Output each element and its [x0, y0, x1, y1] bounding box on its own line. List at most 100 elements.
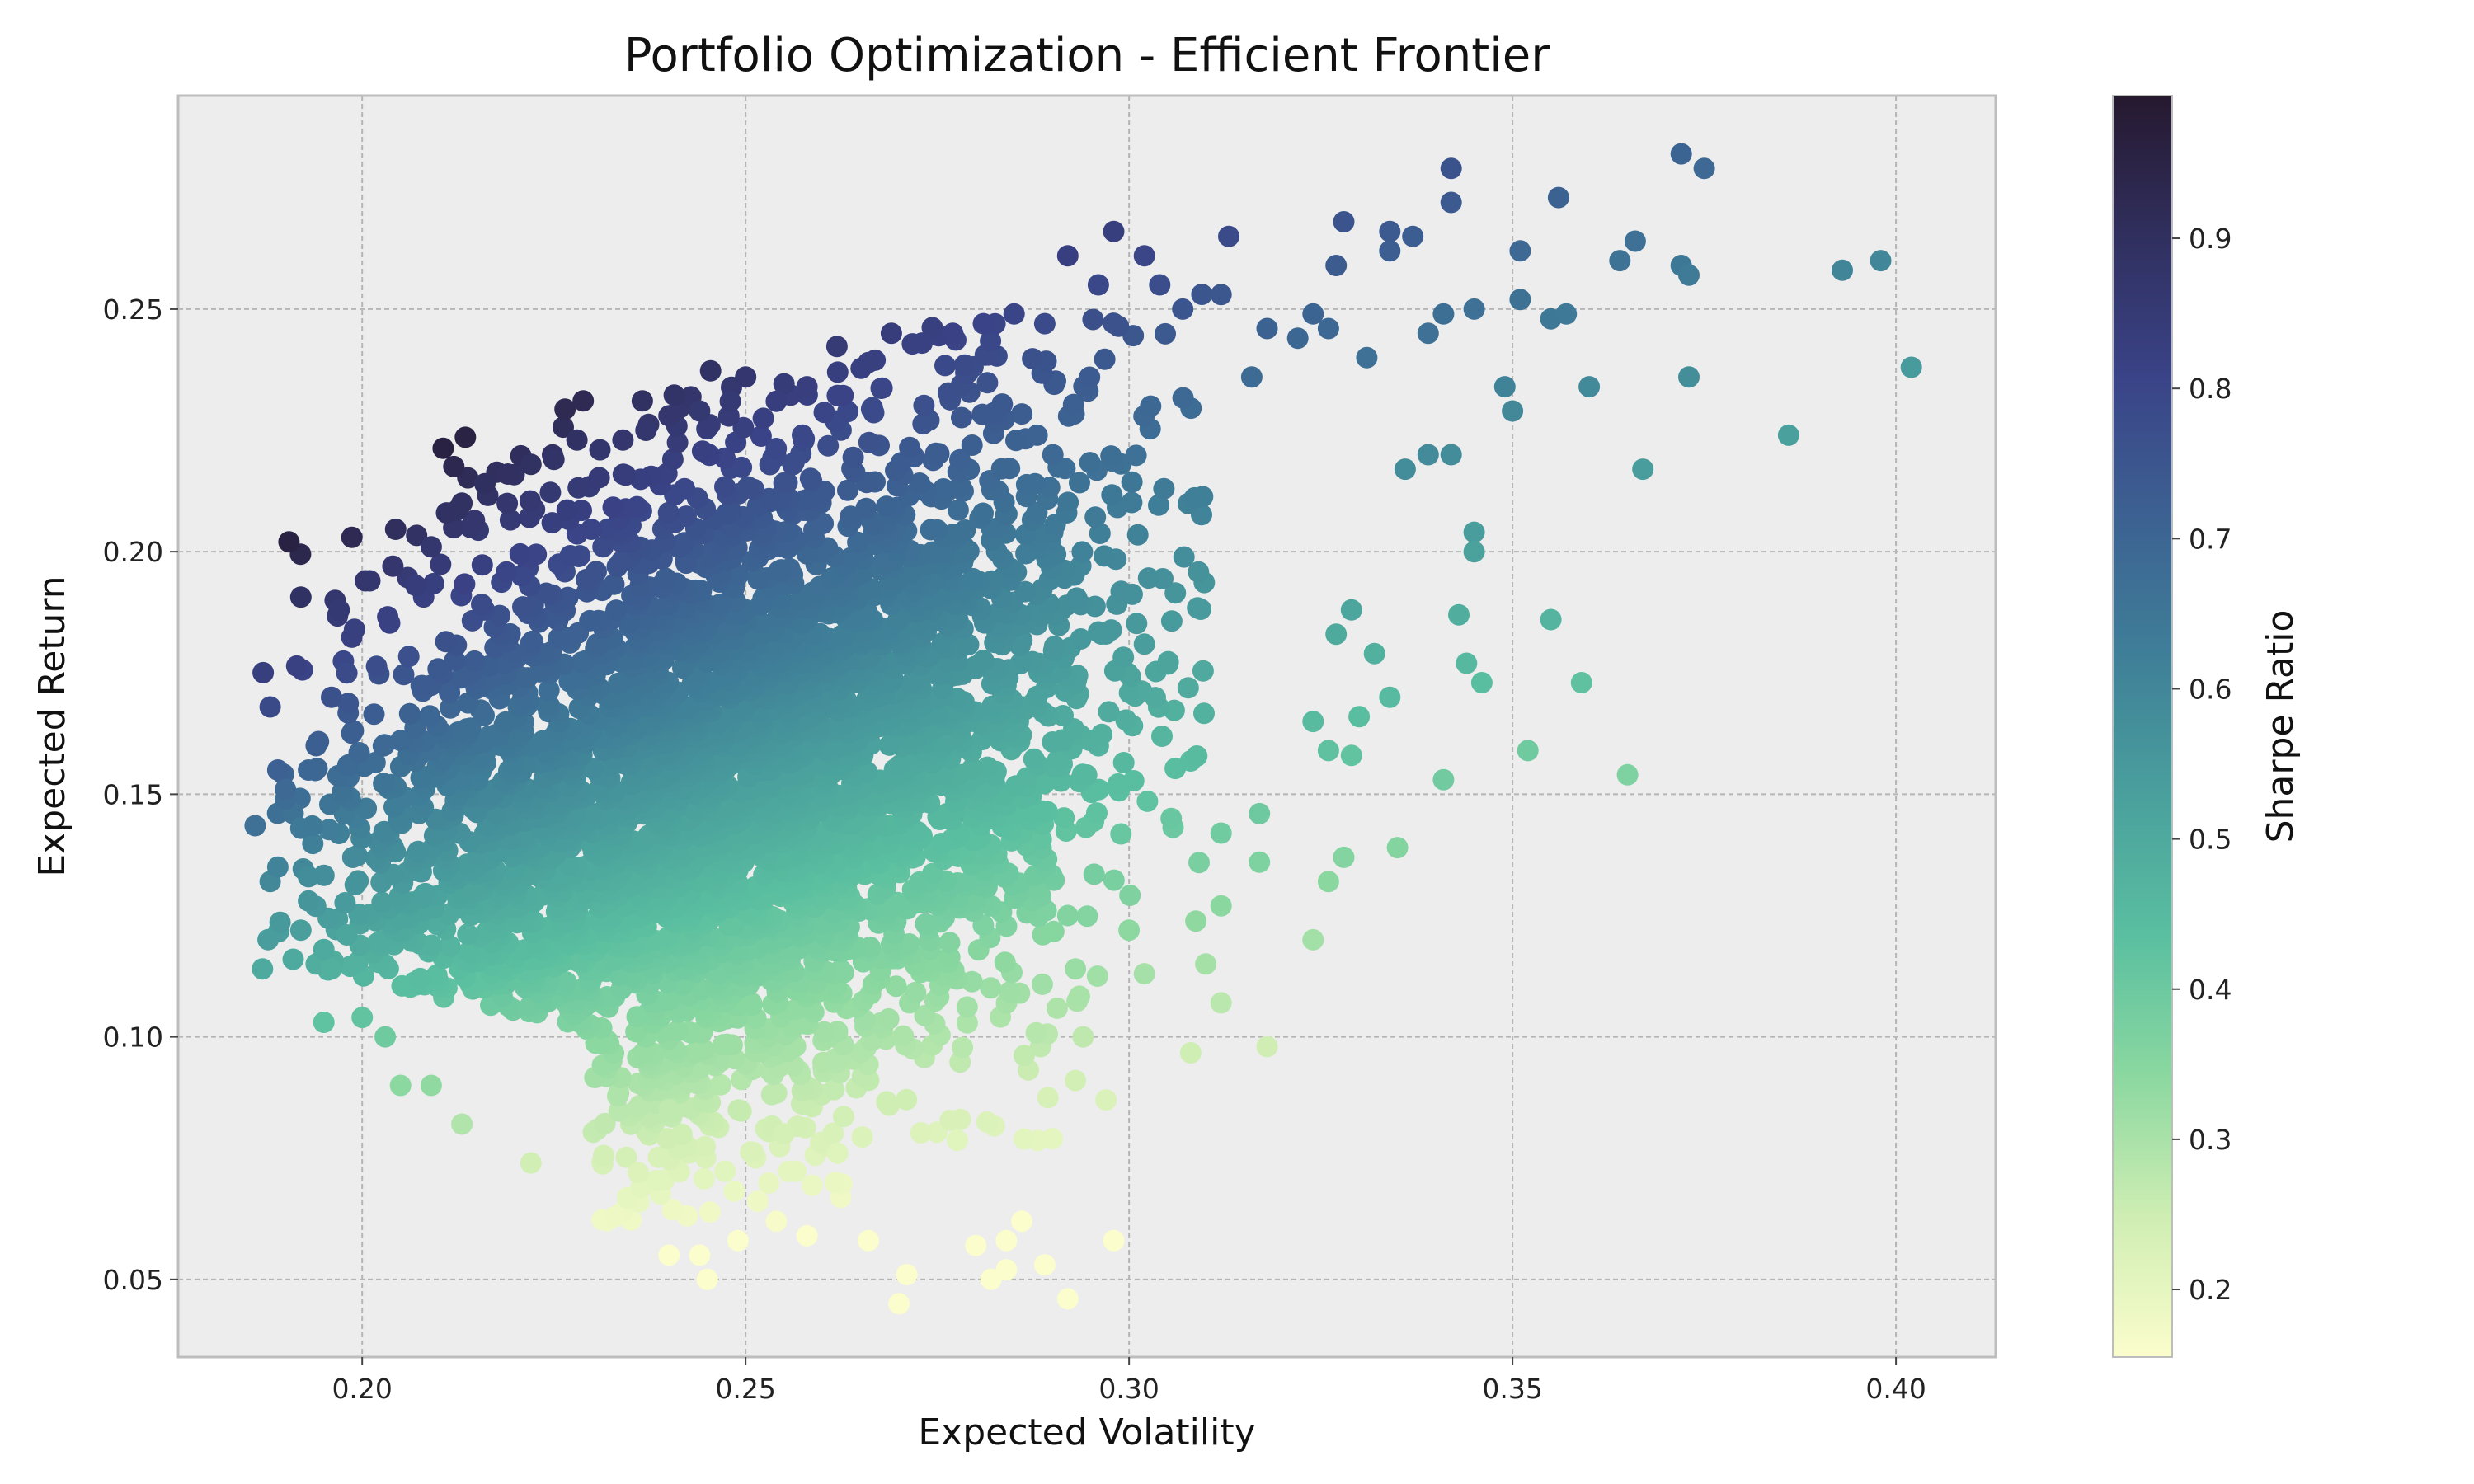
scatter-point — [365, 655, 388, 678]
scatter-point — [962, 567, 984, 589]
scatter-point — [443, 455, 465, 477]
scatter-point — [579, 609, 601, 632]
scatter-point — [1249, 851, 1271, 873]
scatter-point — [1440, 157, 1462, 180]
x-tick-label: 0.25 — [715, 1373, 775, 1405]
scatter-point — [348, 742, 370, 763]
scatter-point — [548, 627, 570, 650]
scatter-point — [758, 1172, 780, 1194]
scatter-point — [746, 1190, 769, 1213]
scatter-point — [1302, 303, 1324, 325]
scatter-point — [1103, 1229, 1125, 1252]
scatter-point — [661, 1199, 684, 1221]
scatter-point — [631, 390, 653, 412]
scatter-point — [1071, 541, 1094, 563]
scatter-point — [1463, 298, 1485, 320]
scatter-point — [1160, 610, 1183, 632]
scatter-point — [1003, 303, 1025, 325]
scatter-point — [813, 1021, 835, 1043]
scatter-point — [520, 1152, 542, 1174]
scatter-point — [740, 1141, 762, 1163]
colorbar-tick-label: 0.3 — [2189, 1124, 2232, 1156]
scatter-point — [1015, 473, 1037, 495]
scatter-point — [796, 376, 818, 398]
scatter-point — [1100, 445, 1122, 467]
scatter-point — [432, 437, 454, 459]
scatter-point — [1193, 702, 1215, 725]
scatter-point — [410, 674, 432, 697]
scatter-point — [1133, 963, 1155, 985]
colorbar-tick-label: 0.4 — [2189, 974, 2232, 1006]
scatter-point — [521, 630, 543, 652]
colorbar — [2112, 95, 2173, 1358]
scatter-point — [890, 754, 911, 776]
scatter-point — [842, 446, 864, 468]
scatter-point — [592, 536, 614, 558]
scatter-point — [313, 938, 335, 960]
scatter-point — [1110, 580, 1132, 603]
scatter-point — [1155, 322, 1176, 345]
scatter-point — [713, 1034, 734, 1056]
scatter-point — [1056, 904, 1079, 927]
scatter-point — [972, 502, 994, 524]
scatter-point — [389, 730, 412, 752]
scatter-point — [628, 1162, 649, 1184]
scatter-point — [374, 734, 396, 756]
scatter-point — [1379, 240, 1401, 262]
scatter-point — [1172, 387, 1194, 409]
scatter-point — [1153, 477, 1175, 500]
scatter-point — [519, 490, 541, 512]
scatter-point — [594, 1112, 616, 1134]
scatter-point — [972, 312, 995, 335]
scatter-point — [972, 650, 995, 671]
scatter-point — [343, 618, 365, 641]
scatter-point — [1325, 255, 1348, 276]
scatter-point — [1118, 682, 1141, 704]
scatter-point — [439, 935, 461, 957]
scatter-point — [313, 864, 335, 886]
scatter-point — [965, 1234, 987, 1256]
scatter-point — [732, 416, 755, 439]
scatter-point — [666, 1020, 689, 1042]
scatter-point — [1183, 486, 1206, 509]
scatter-point — [1440, 444, 1462, 466]
scatter-point — [899, 436, 921, 458]
scatter-point — [373, 773, 395, 795]
scatter-point — [826, 1142, 849, 1164]
scatter-point — [282, 948, 304, 970]
scatter-point — [995, 1259, 1018, 1281]
scatter-point — [994, 951, 1016, 974]
scatter-point — [321, 958, 342, 980]
scatter-point — [509, 542, 531, 565]
scatter-point — [826, 361, 849, 383]
scatter-point — [1356, 346, 1378, 369]
scatter-point — [938, 946, 961, 969]
scatter-point — [1033, 312, 1056, 335]
scatter-points — [244, 143, 1922, 1315]
scatter-point — [447, 721, 469, 743]
scatter-point — [1555, 303, 1578, 325]
scatter-point — [377, 606, 399, 628]
scatter-point — [657, 501, 680, 524]
scatter-point — [709, 1073, 731, 1096]
scatter-point — [1136, 790, 1159, 812]
scatter-point — [991, 393, 1014, 416]
scatter-point — [538, 679, 560, 702]
scatter-point — [765, 1210, 788, 1233]
scatter-point — [440, 697, 462, 719]
scatter-point — [1210, 992, 1232, 1014]
x-tick-label: 0.30 — [1098, 1373, 1159, 1405]
scatter-point — [1088, 778, 1110, 801]
scatter-point — [269, 911, 291, 933]
scatter-point — [1149, 274, 1171, 296]
scatter-point — [285, 655, 308, 677]
scatter-point — [1160, 807, 1183, 829]
scatter-point — [1509, 240, 1531, 262]
scatter-point — [1046, 997, 1068, 1019]
scatter-point — [675, 505, 697, 528]
scatter-point — [915, 913, 937, 935]
scatter-point — [1624, 230, 1646, 252]
scatter-point — [604, 1205, 627, 1228]
scatter-point — [1043, 636, 1065, 658]
scatter-point — [1042, 731, 1064, 753]
